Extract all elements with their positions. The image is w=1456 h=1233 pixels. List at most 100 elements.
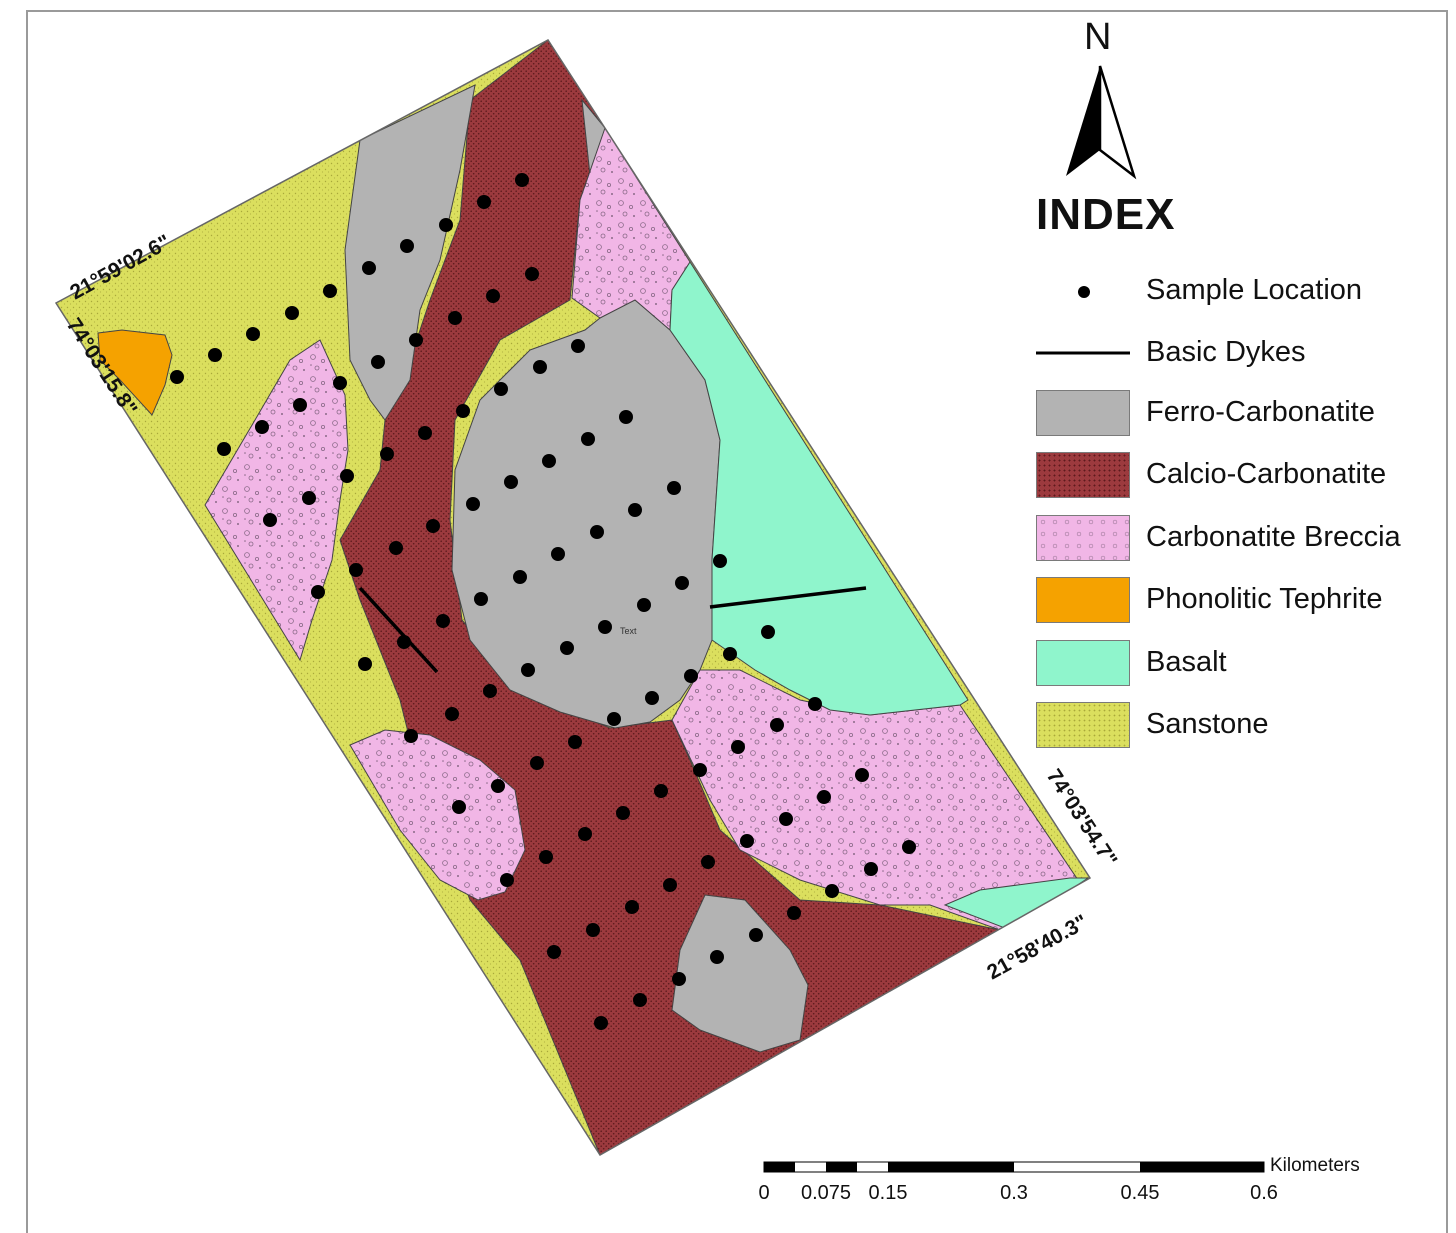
sample-location-dot — [581, 432, 595, 446]
basic-dyke — [709, 586, 867, 609]
sample-location-dot — [770, 718, 784, 732]
sample-location-dot — [530, 756, 544, 770]
sample-location-dot — [404, 729, 418, 743]
sample-location-dot — [808, 697, 822, 711]
sample-location-dot — [568, 735, 582, 749]
sample-location-dot — [311, 585, 325, 599]
sample-location-dot — [625, 900, 639, 914]
sample-location-dot — [713, 554, 727, 568]
scale-bar — [763, 1161, 1265, 1173]
sample-location-dot — [486, 289, 500, 303]
sample-location-dot — [628, 503, 642, 517]
sample-location-dot — [246, 327, 260, 341]
sample-location-dot — [667, 481, 681, 495]
sample-location-dot — [389, 541, 403, 555]
carbonatite-breccia-unit-west — [204, 339, 349, 662]
sample-location-dot — [362, 261, 376, 275]
legend-label: Basic Dykes — [1146, 336, 1306, 368]
legend-swatch — [1036, 452, 1130, 498]
sample-location-dot — [293, 398, 307, 412]
sample-location-dot — [371, 355, 385, 369]
map-frame — [26, 10, 1448, 1233]
scale-tick-label: 0.3 — [1000, 1182, 1028, 1204]
sample-location-dot — [740, 834, 754, 848]
scale-tick-label: 0.075 — [800, 1182, 852, 1204]
sample-location-dot — [418, 426, 432, 440]
sample-location-dot — [445, 707, 459, 721]
legend-label: Sample Location — [1146, 274, 1363, 306]
sample-location-dot — [255, 420, 269, 434]
sample-location-dot — [749, 928, 763, 942]
sample-location-dot — [323, 284, 337, 298]
legend-title: INDEX — [1036, 190, 1176, 239]
north-arrow-icon — [1066, 65, 1137, 180]
sample-location-dot — [448, 311, 462, 325]
sample-location-dot — [263, 513, 277, 527]
sample-location-dot — [855, 768, 869, 782]
sample-location-dot — [672, 972, 686, 986]
legend-item-ferro-carbonatite: Ferro-Carbonatite — [1036, 390, 1446, 438]
sample-location-dot — [693, 763, 707, 777]
sample-location-dot — [684, 669, 698, 683]
sample-location-dot — [560, 641, 574, 655]
sample-location-dot — [409, 333, 423, 347]
legend-swatch — [1036, 640, 1130, 686]
legend-item-carbonatite-breccia: Carbonatite Breccia — [1036, 515, 1446, 563]
scale-unit-label: Kilometers — [1270, 1155, 1360, 1176]
sample-location-dot — [456, 404, 470, 418]
sample-location-dot — [397, 635, 411, 649]
sample-location-dot — [645, 691, 659, 705]
legend-item-phonolitic-tephrite: Phonolitic Tephrite — [1036, 577, 1446, 625]
north-label: N — [1084, 16, 1112, 58]
center-marker-text: Text — [620, 626, 637, 636]
sample-location-dot — [500, 873, 514, 887]
basalt-unit-se — [943, 877, 1090, 931]
sample-location-dot — [358, 657, 372, 671]
sample-location-dot — [439, 218, 453, 232]
sample-location-dot — [515, 173, 529, 187]
sample-location-dot — [598, 620, 612, 634]
sample-location-dot — [590, 525, 604, 539]
sample-location-dot — [380, 447, 394, 461]
basic-dyke — [358, 586, 439, 674]
sample-location-dot — [426, 519, 440, 533]
sample-location-dot — [578, 827, 592, 841]
sample-location-dot — [400, 239, 414, 253]
sample-location-dot — [340, 469, 354, 483]
sample-location-dot — [864, 862, 878, 876]
legend-item-basalt: Basalt — [1036, 640, 1446, 688]
legend-label: Carbonatite Breccia — [1146, 521, 1401, 553]
legend-swatch — [1036, 515, 1130, 561]
sample-location-dot — [787, 906, 801, 920]
sample-location-dot — [633, 993, 647, 1007]
sample-location-dot — [607, 712, 621, 726]
sample-location-dot — [779, 812, 793, 826]
sample-location-dot — [723, 647, 737, 661]
sample-location-dot — [533, 360, 547, 374]
sample-location-dot — [333, 376, 347, 390]
sample-location-dot — [542, 454, 556, 468]
sample-location-dot — [619, 410, 633, 424]
legend-swatch — [1036, 390, 1130, 436]
sample-location-dot — [436, 614, 450, 628]
sample-location-dot — [170, 370, 184, 384]
sample-location-dot — [494, 382, 508, 396]
sample-location-dot — [466, 497, 480, 511]
sample-location-dot — [761, 625, 775, 639]
sample-location-dot — [902, 840, 916, 854]
legend-swatch — [1036, 577, 1130, 623]
sample-location-dot — [571, 339, 585, 353]
sample-location-dot — [208, 348, 222, 362]
sample-location-dot — [452, 800, 466, 814]
sample-location-dot — [477, 195, 491, 209]
sample-location-dot — [663, 878, 677, 892]
sample-location-dot — [637, 598, 651, 612]
legend-item-basic-dykes: Basic Dykes — [1036, 330, 1446, 378]
map-outline — [54, 39, 1092, 1157]
sample-locations — [170, 173, 916, 1030]
sample-location-dot — [586, 923, 600, 937]
legend-label: Phonolitic Tephrite — [1146, 583, 1383, 615]
sample-location-dot — [525, 267, 539, 281]
sample-location-dot — [521, 663, 535, 677]
